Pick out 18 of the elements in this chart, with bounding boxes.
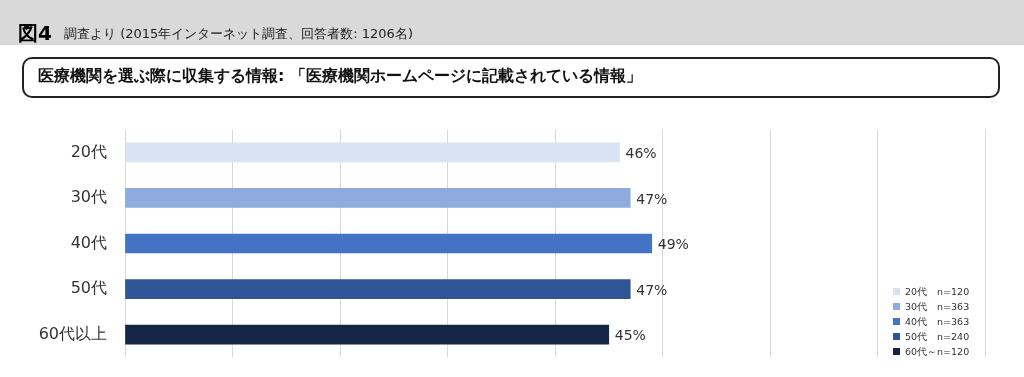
data-label: 47% xyxy=(636,190,668,207)
y-tick-label: 60代以上 xyxy=(38,323,107,343)
data-label: 49% xyxy=(657,236,689,253)
data-label: 46% xyxy=(625,145,657,162)
chart-subtitle: 調査より (2015年インターネット調査、回答者数: 1206名) xyxy=(64,25,413,43)
y-tick-label: 50代 xyxy=(70,278,107,298)
y-tick-label: 30代 xyxy=(70,187,107,207)
legend-label: 40代 n=363 xyxy=(905,316,970,327)
y-tick-label: 20代 xyxy=(70,141,107,161)
chart-title: 図4 xyxy=(18,20,52,47)
legend-label: 50代 n=240 xyxy=(905,331,970,342)
legend-label: 30代 n=363 xyxy=(905,301,970,312)
text: 医療機関を選ぶ際に収集する情報: 「医療機関ホームページに記載されている情報」 xyxy=(38,66,642,87)
y-tick-label: 40代 xyxy=(70,232,107,252)
legend-label: 60代～n=120 xyxy=(905,346,970,357)
legend-label: 20代 n=120 xyxy=(905,286,970,297)
data-label: 45% xyxy=(614,327,646,344)
data-label: 47% xyxy=(636,281,668,298)
